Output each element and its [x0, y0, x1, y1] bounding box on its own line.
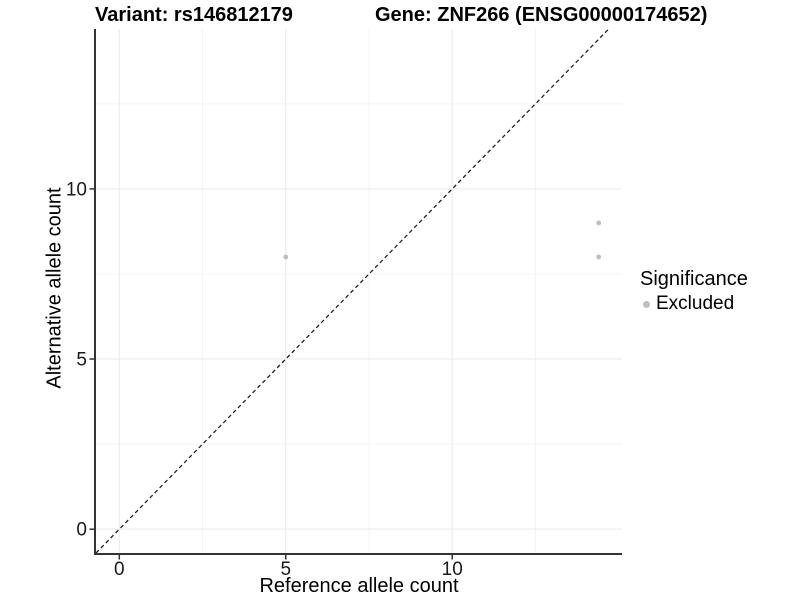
x-tick-label: 0	[114, 559, 125, 580]
data-point	[283, 254, 289, 260]
x-tick-label: 10	[442, 559, 463, 580]
legend-item-excluded: Excluded	[640, 293, 748, 315]
plot-title-gene: Gene: ZNF266 (ENSG00000174652)	[375, 4, 708, 26]
y-tick-label: 5	[76, 350, 87, 371]
excluded-point-icon	[643, 300, 650, 308]
data-point	[596, 254, 602, 260]
x-axis-title: Reference allele count	[259, 575, 459, 597]
data-point	[596, 220, 602, 226]
y-axis-title: Alternative allele count	[43, 187, 66, 389]
y-tick-label: 10	[66, 179, 87, 200]
x-tick-label: 5	[280, 559, 291, 580]
identity-line	[95, 28, 610, 554]
legend-title: Significance	[640, 268, 748, 290]
plot-title-variant: Variant: rs146812179	[95, 4, 293, 26]
legend: Significance Excluded	[640, 267, 748, 315]
y-tick-label: 0	[76, 520, 87, 541]
legend-item-label: Excluded	[656, 293, 735, 314]
